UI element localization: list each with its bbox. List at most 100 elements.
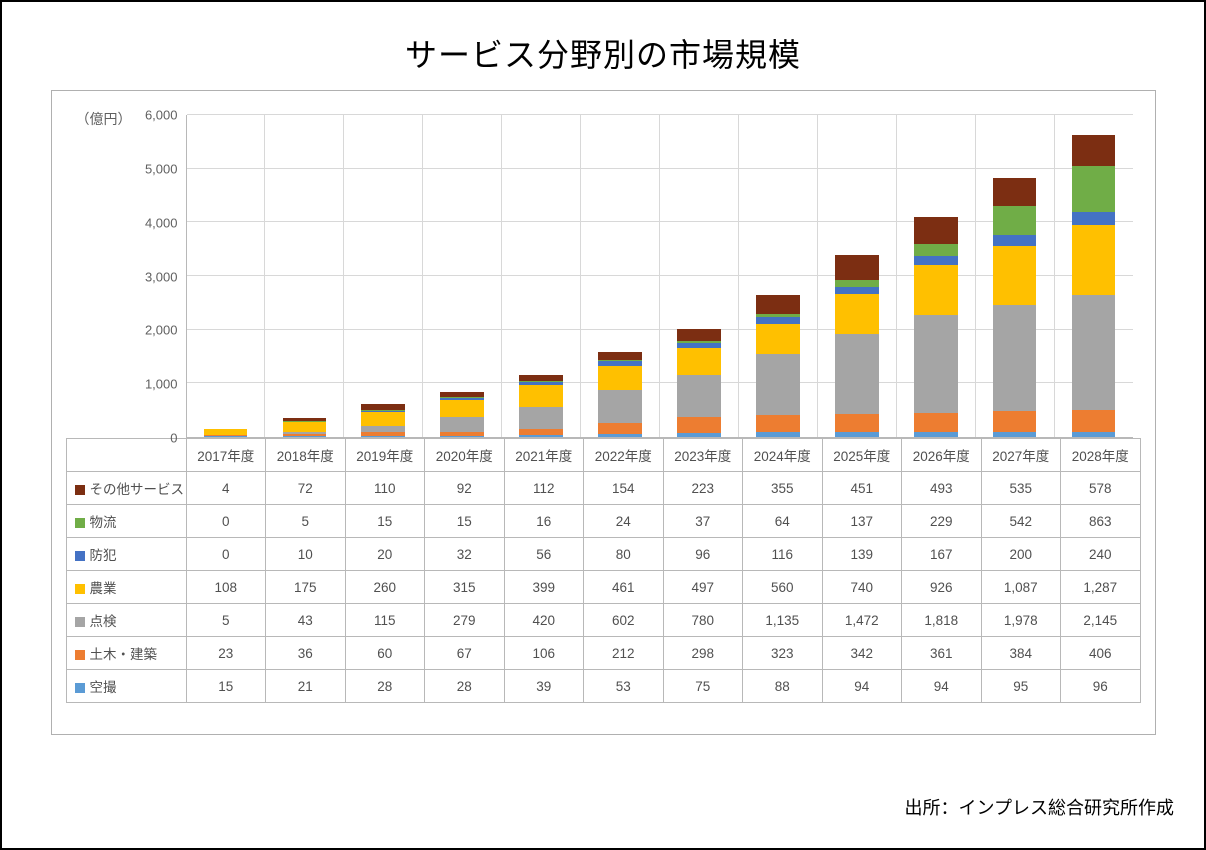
table-cell: 53	[584, 670, 664, 703]
ytick-label: 1,000	[145, 377, 178, 392]
table-cell: 20	[345, 538, 425, 571]
bar-segment	[1072, 212, 1116, 225]
bar-segment	[677, 433, 721, 437]
bar-stack	[361, 404, 405, 437]
bar-stack	[598, 352, 642, 437]
bar-slot	[423, 115, 502, 437]
bar-slot	[818, 115, 897, 437]
table-cell: 106	[504, 637, 584, 670]
table-cell: 212	[584, 637, 664, 670]
table-cell: 92	[425, 472, 505, 505]
bar-slot	[976, 115, 1055, 437]
table-cell: 461	[584, 571, 664, 604]
table-cell: 137	[822, 505, 902, 538]
table-cell: 2,145	[1061, 604, 1141, 637]
bar-segment	[993, 432, 1037, 437]
bar-segment	[993, 235, 1037, 246]
series-name: その他サービス	[90, 482, 185, 497]
table-col-header: 2028年度	[1061, 439, 1141, 472]
bar-segment	[440, 417, 484, 432]
table-cell: 0	[186, 538, 266, 571]
legend-marker	[75, 650, 85, 660]
table-cell: 542	[981, 505, 1061, 538]
ytick-label: 5,000	[145, 161, 178, 176]
table-cell: 72	[266, 472, 346, 505]
bar-segment	[756, 324, 800, 354]
bar-stack	[993, 178, 1037, 438]
table-cell: 229	[902, 505, 982, 538]
table-cell: 451	[822, 472, 902, 505]
table-cell: 43	[266, 604, 346, 637]
page-title: サービス分野別の市場規模	[405, 30, 801, 76]
series-label-cell: 物流	[66, 505, 186, 538]
bar-segment	[677, 375, 721, 417]
table-cell: 399	[504, 571, 584, 604]
table-cell: 115	[345, 604, 425, 637]
bar-segment	[598, 423, 642, 434]
bar-segment	[1072, 295, 1116, 410]
legend-marker	[75, 518, 85, 528]
bar-segment	[993, 305, 1037, 411]
bar-slot	[897, 115, 976, 437]
bar-slot	[660, 115, 739, 437]
table-col-header: 2018年度	[266, 439, 346, 472]
bar-segment	[519, 385, 563, 406]
table-cell: 740	[822, 571, 902, 604]
bar-stack	[835, 255, 879, 437]
table-cell: 1,287	[1061, 571, 1141, 604]
table-cell: 1,135	[743, 604, 823, 637]
bar-segment	[1072, 225, 1116, 294]
plot-area: （億円） 01,0002,0003,0004,0005,0006,000	[66, 103, 1141, 438]
table-col-header: 2025年度	[822, 439, 902, 472]
table-cell: 0	[186, 505, 266, 538]
bar-segment	[914, 315, 958, 413]
source-label: 出所：インプレス総合研究所作成	[905, 794, 1174, 820]
bar-stack	[204, 429, 248, 437]
bar-segment	[835, 287, 879, 294]
table-cell: 15	[425, 505, 505, 538]
table-cell: 15	[186, 670, 266, 703]
table-cell: 361	[902, 637, 982, 670]
table-cell: 96	[663, 538, 743, 571]
table-cell: 175	[266, 571, 346, 604]
series-name: 空撮	[90, 680, 117, 695]
table-cell: 240	[1061, 538, 1141, 571]
table-cell: 863	[1061, 505, 1141, 538]
table-cell: 535	[981, 472, 1061, 505]
bar-segment	[835, 334, 879, 413]
table-cell: 23	[186, 637, 266, 670]
bars-row	[187, 115, 1133, 437]
table-cell: 406	[1061, 637, 1141, 670]
table-cell: 323	[743, 637, 823, 670]
ytick-label: 4,000	[145, 215, 178, 230]
table-cell: 110	[345, 472, 425, 505]
table-cell: 21	[266, 670, 346, 703]
table-cell: 94	[902, 670, 982, 703]
table-cell: 223	[663, 472, 743, 505]
table-col-header: 2022年度	[584, 439, 664, 472]
table-cell: 36	[266, 637, 346, 670]
table-row: 空撮152128283953758894949596	[66, 670, 1140, 703]
bar-segment	[1072, 432, 1116, 437]
table-row: 農業1081752603153994614975607409261,0871,2…	[66, 571, 1140, 604]
yaxis-unit-label: （億円）	[76, 109, 132, 129]
table-cell: 112	[504, 472, 584, 505]
series-label-cell: 農業	[66, 571, 186, 604]
table-cell: 260	[345, 571, 425, 604]
legend-marker	[75, 683, 85, 693]
table-cell: 560	[743, 571, 823, 604]
table-cell: 5	[186, 604, 266, 637]
bar-segment	[677, 329, 721, 341]
ytick-label: 6,000	[145, 108, 178, 123]
table-cell: 315	[425, 571, 505, 604]
bar-segment	[283, 422, 327, 431]
table-cell: 39	[504, 670, 584, 703]
bar-stack	[519, 375, 563, 437]
table-cell: 342	[822, 637, 902, 670]
bar-segment	[283, 436, 327, 437]
bar-segment	[914, 413, 958, 432]
series-label-cell: 空撮	[66, 670, 186, 703]
table-cell: 355	[743, 472, 823, 505]
table-cell: 497	[663, 571, 743, 604]
data-table: 2017年度2018年度2019年度2020年度2021年度2022年度2023…	[66, 438, 1141, 703]
